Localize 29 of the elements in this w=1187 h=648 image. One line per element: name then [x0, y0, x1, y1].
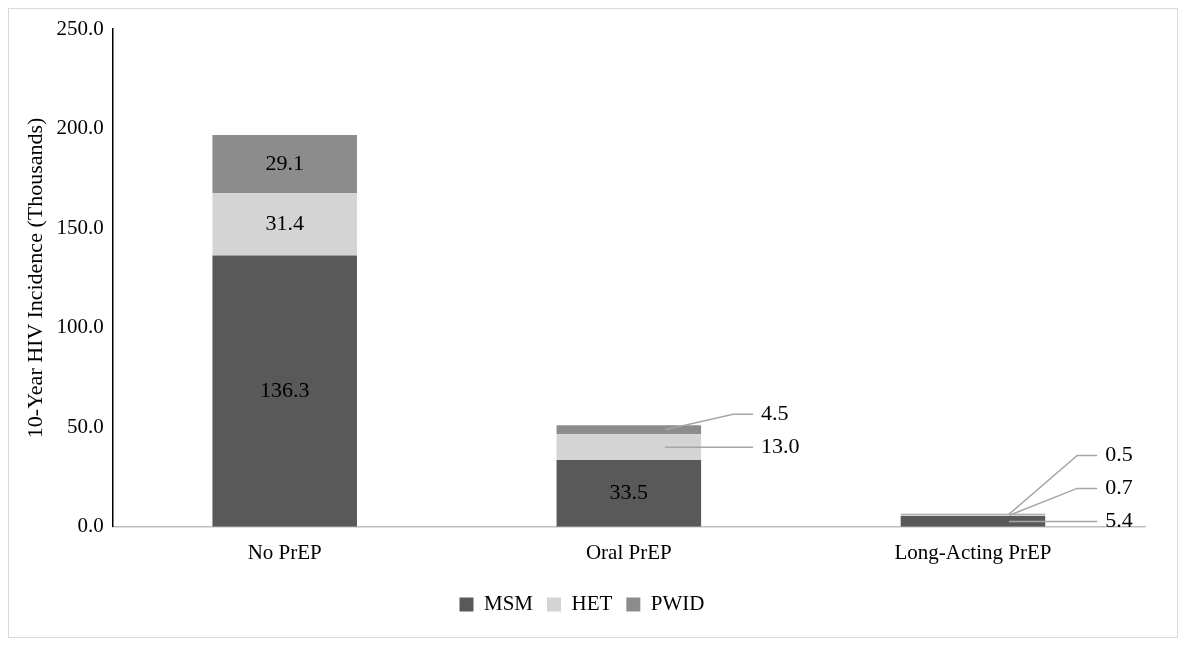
y-axis-title: 10-Year HIV Incidence (Thousands) [21, 117, 47, 439]
x-tick-label: Oral PrEP [585, 539, 672, 564]
bar [556, 434, 702, 461]
bar [212, 192, 357, 256]
y-tick-label: 50.0 [66, 413, 104, 438]
y-tick-label: 250.0 [56, 15, 104, 40]
x-tick-label: No PrEP [247, 539, 322, 564]
bar [212, 134, 357, 193]
data-label: 136.3 [259, 376, 310, 402]
data-label: 31.4 [265, 209, 304, 235]
data-label: 0.5 [1105, 441, 1133, 467]
x-tick-label: Long-Acting PrEP [894, 539, 1052, 564]
y-tick-label: 100.0 [56, 314, 104, 339]
data-label: 33.5 [609, 479, 649, 505]
y-tick-label: 0.0 [77, 513, 104, 538]
y-tick-label: 150.0 [56, 214, 104, 239]
data-label: 29.1 [265, 149, 304, 175]
bar [212, 255, 357, 527]
legend-label: PWID [650, 591, 705, 616]
bar [556, 460, 702, 527]
data-label: 4.5 [761, 399, 789, 425]
data-label: 5.4 [1105, 507, 1133, 533]
data-label: 13.0 [761, 432, 800, 458]
y-tick-label: 200.0 [56, 115, 104, 140]
legend-label: MSM [484, 591, 534, 616]
bar [900, 516, 1046, 527]
data-label: 0.7 [1105, 474, 1133, 500]
legend-label: HET [571, 591, 613, 616]
bar [556, 425, 702, 435]
